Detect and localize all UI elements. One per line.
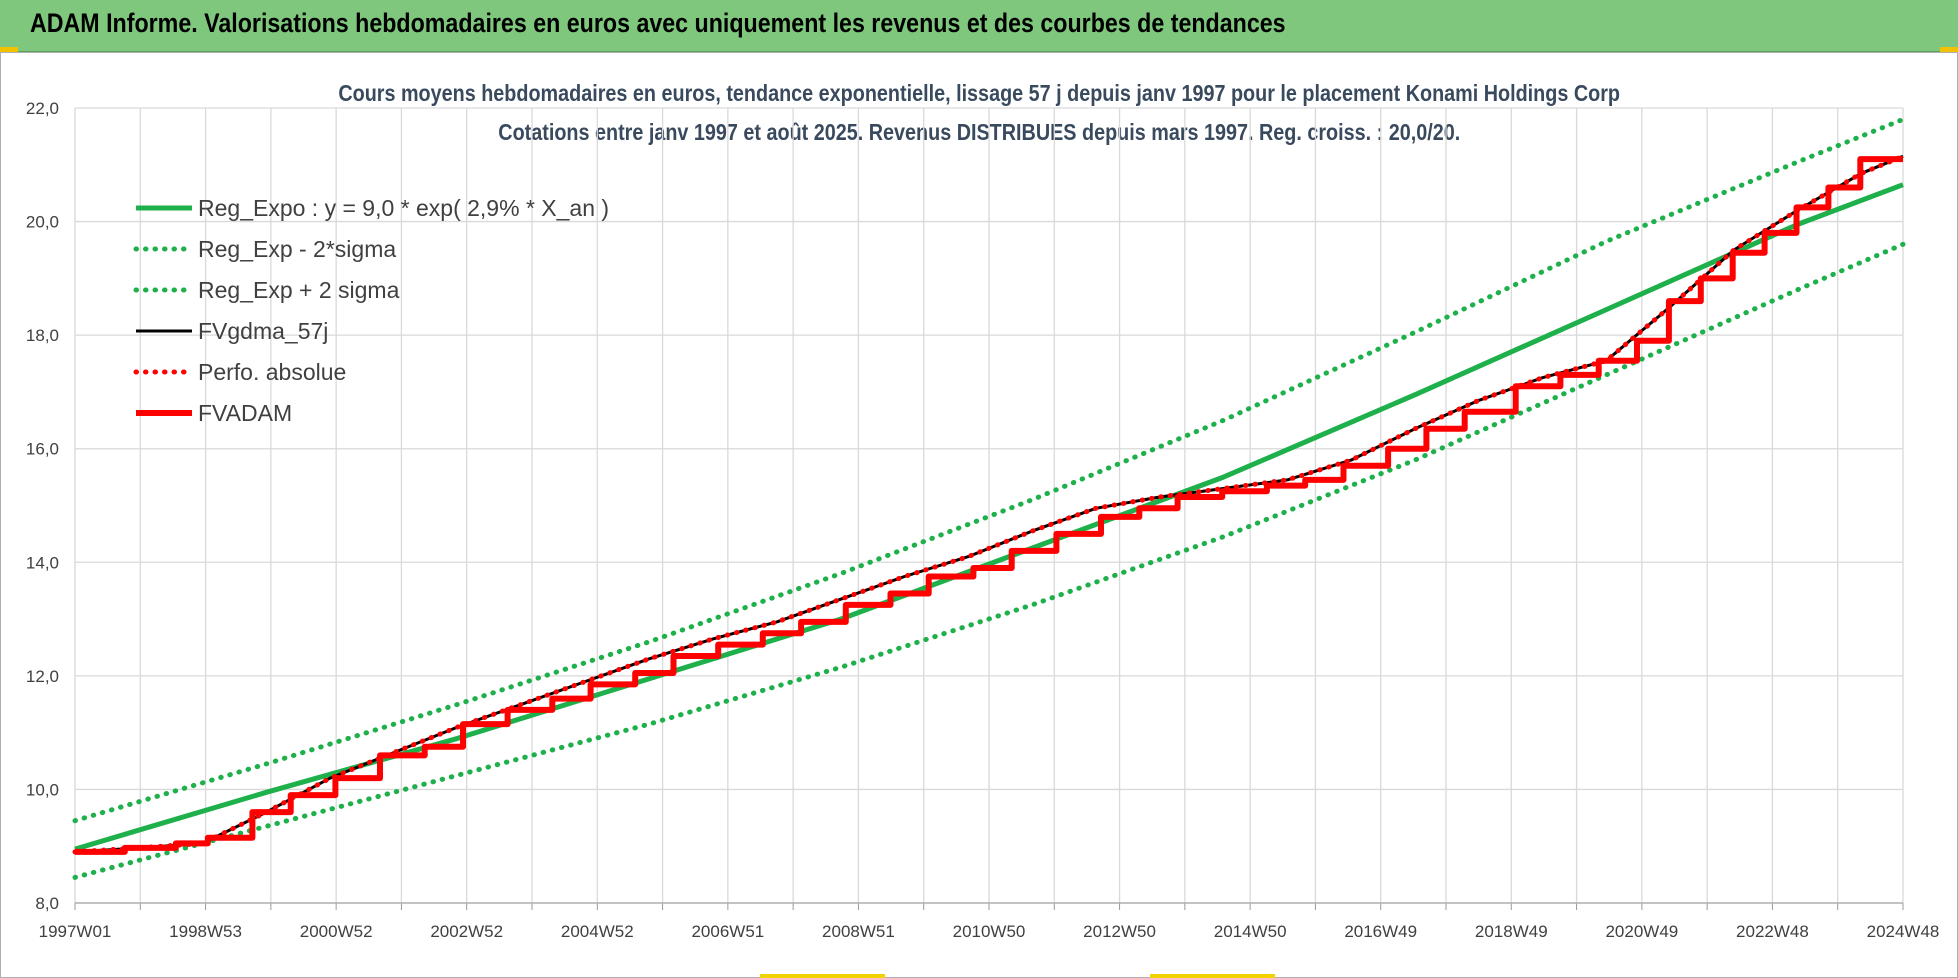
grid-lines xyxy=(74,107,1904,904)
chart-subtitle: Cotations entre janv 1997 et août 2025. … xyxy=(498,119,1460,145)
x-tick-label: 2022W48 xyxy=(1736,922,1809,941)
x-tick-label: 2010W50 xyxy=(953,922,1026,941)
series-lines xyxy=(72,116,1906,880)
series-line-2 xyxy=(72,116,1906,824)
x-tick-label: 2006W51 xyxy=(691,922,764,941)
page-title: ADAM Informe. Valorisations hebdomadaire… xyxy=(30,8,1286,38)
legend-label-5: FVADAM xyxy=(198,400,292,426)
sheet-tab-2[interactable] xyxy=(1150,974,1275,978)
axes: 8,0 10,0 12,0 14,0 16,0 18,0 20,0 22,0 1997W01 19… xyxy=(26,99,1939,941)
legend: Reg_Expo : y = 9,0 * exp( 2,9% * X_an ) R… xyxy=(133,195,609,426)
y-tick-label: 8,0 xyxy=(35,894,59,913)
x-tick-label: 2012W50 xyxy=(1083,922,1156,941)
header-banner: ADAM Informe. Valorisations hebdomadaire… xyxy=(0,0,1958,52)
sheet-tab-1[interactable] xyxy=(760,974,885,978)
y-tick-label: 14,0 xyxy=(26,553,59,572)
legend-label-2: Reg_Exp + 2 sigma xyxy=(198,277,400,303)
y-tick-label: 22,0 xyxy=(26,99,59,118)
x-tick-label: 1998W53 xyxy=(169,922,242,941)
x-tick-label: 2014W50 xyxy=(1214,922,1287,941)
x-tick-label: 2002W52 xyxy=(430,922,503,941)
legend-label-4: Perfo. absolue xyxy=(198,359,346,385)
corner-marker-right xyxy=(1940,47,1958,53)
y-tick-label: 16,0 xyxy=(26,440,59,459)
legend-label-1: Reg_Exp - 2*sigma xyxy=(198,236,396,262)
x-tick-label: 2024W48 xyxy=(1867,922,1940,941)
series-line-5 xyxy=(75,156,1903,855)
corner-marker-left xyxy=(0,47,18,53)
y-tick-label: 10,0 xyxy=(26,780,59,799)
x-tick-label: 2004W52 xyxy=(561,922,634,941)
x-tick-label: 2008W51 xyxy=(822,922,895,941)
x-tick-label: 2018W49 xyxy=(1475,922,1548,941)
series-line-1 xyxy=(72,241,1906,880)
x-tick-label: 2020W49 xyxy=(1605,922,1678,941)
y-tick-label: 20,0 xyxy=(26,213,59,232)
y-tick-label: 18,0 xyxy=(26,326,59,345)
y-tick-label: 12,0 xyxy=(26,667,59,686)
legend-label-0: Reg_Expo : y = 9,0 * exp( 2,9% * X_an ) xyxy=(198,195,609,221)
chart-title: Cours moyens hebdomadaires en euros, ten… xyxy=(338,80,1620,106)
x-tick-label: 2016W49 xyxy=(1344,922,1417,941)
series-line-4 xyxy=(72,153,1906,855)
x-tick-label: 1997W01 xyxy=(39,922,112,941)
legend-label-3: FVgdma_57j xyxy=(198,318,328,344)
x-tick-label: 2000W52 xyxy=(300,922,373,941)
